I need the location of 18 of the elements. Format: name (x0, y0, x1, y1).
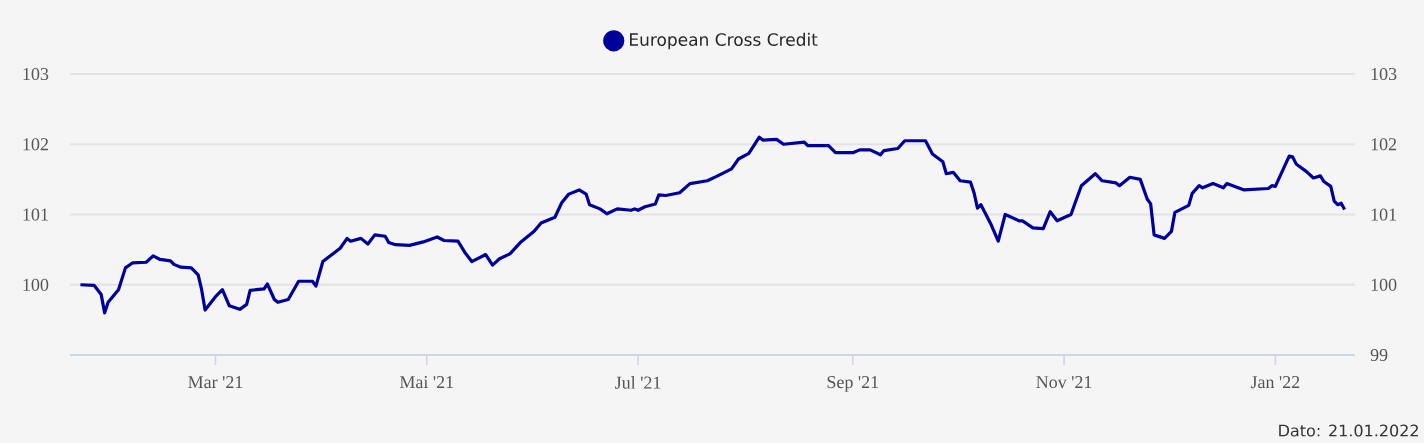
y-tick-label: 101 (23, 208, 48, 221)
text: Dato: 21.01.2022 (1279, 424, 1418, 437)
x-tick-label: Jul '21 (615, 376, 661, 389)
y-tick-label: 100 (23, 278, 49, 291)
y2-tick-label: 102 (1371, 138, 1397, 151)
y-tick-label: 102 (23, 138, 48, 151)
y2-tick-label: 100 (1371, 278, 1397, 291)
line-series (78, 135, 1347, 315)
x-tick-label: Jan '22 (1250, 376, 1300, 389)
x-tick-label: Nov '21 (1036, 376, 1092, 389)
y2-tick-label: 103 (1371, 67, 1397, 81)
y2-tick-label: 101 (1371, 208, 1397, 221)
y2-tick-label: 99 (1370, 348, 1388, 362)
x-tick-label: Mar '21 (188, 376, 243, 389)
y-tick-label: 103 (23, 67, 49, 81)
x-tick-label: Mai '21 (399, 376, 454, 389)
legend-label: European Cross Credit (630, 32, 818, 50)
x-tick-label: Sep '21 (827, 376, 879, 392)
